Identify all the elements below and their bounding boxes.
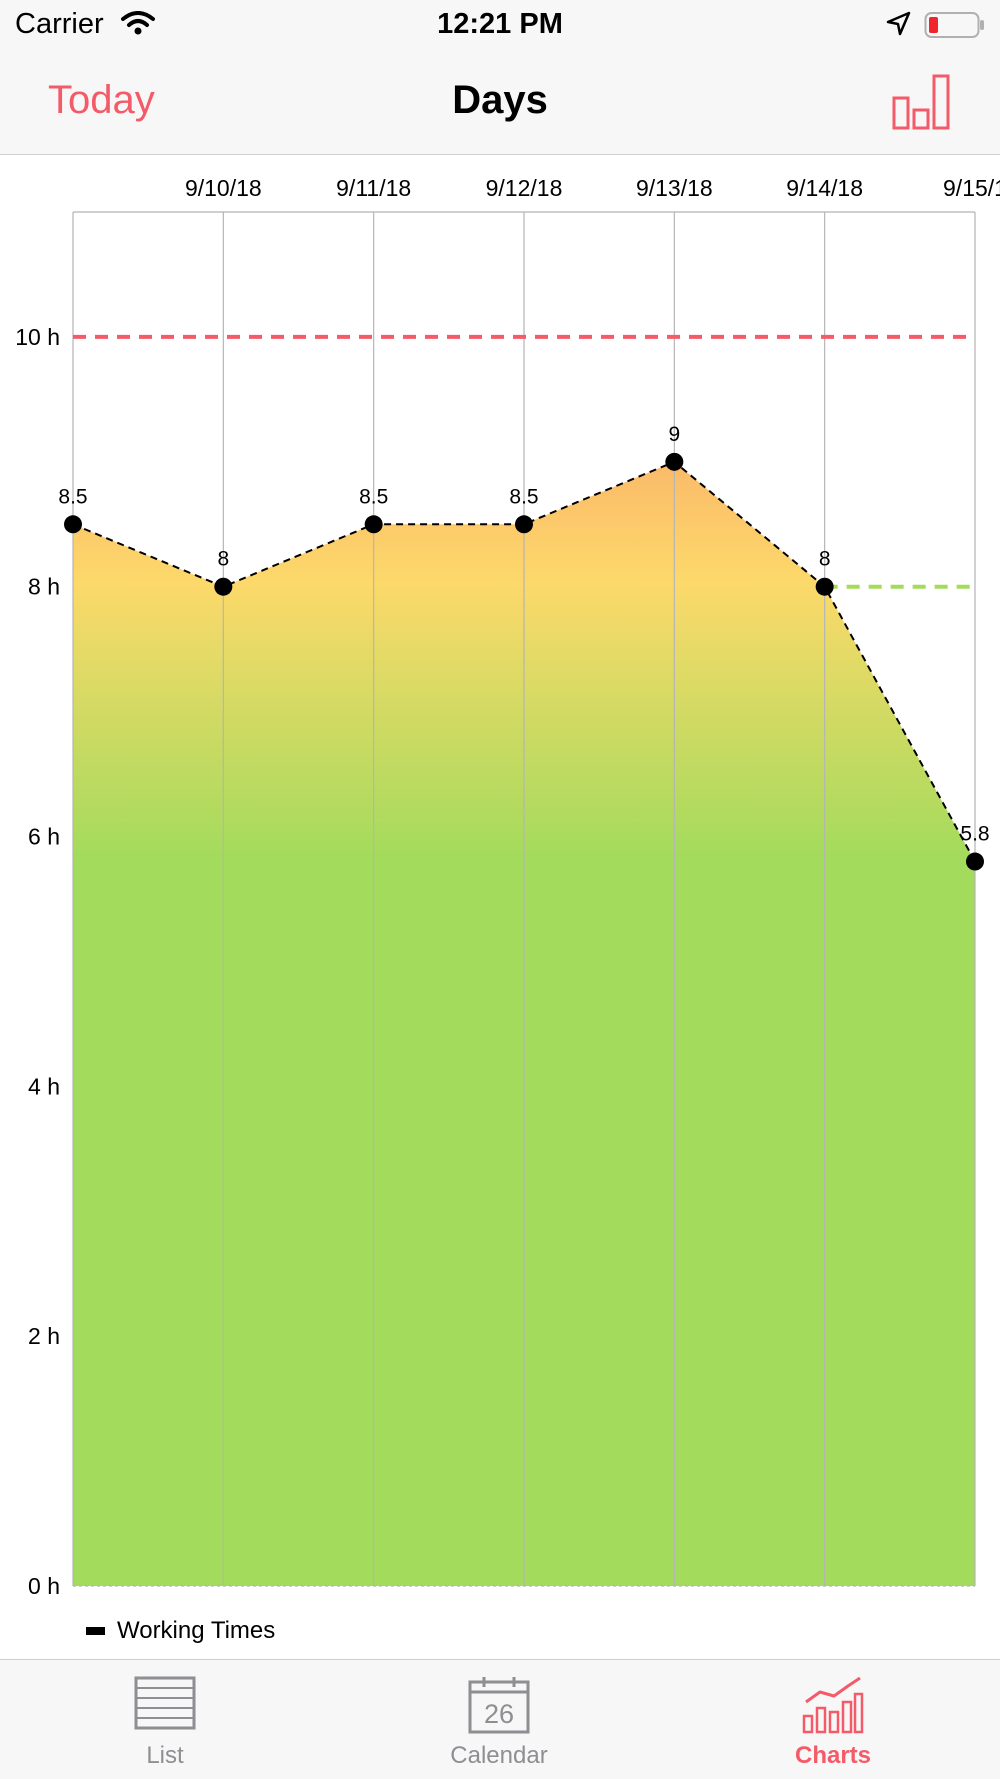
navigation-bar: Today Days: [0, 52, 1000, 155]
x-tick-label: 9/11/18: [336, 175, 411, 201]
data-value-label: 8: [217, 548, 229, 571]
tab-list[interactable]: List: [75, 1660, 255, 1779]
working-times-chart: 0 h 2 h 4 h 6 h 8 h 10 h 9/10/18 9/11/18 9/12/18…: [0, 155, 1000, 1658]
data-value-label: 8.5: [359, 485, 388, 508]
y-tick-label: 0 h: [28, 1573, 60, 1599]
y-tick-label: 4 h: [28, 1073, 60, 1099]
x-tick-label: 9/15/1: [943, 175, 1000, 201]
tab-charts-label: Charts: [794, 1742, 872, 1769]
legend-label: Working Times: [117, 1617, 276, 1644]
y-tick-label: 10 h: [15, 324, 60, 350]
carrier-label: Carrier: [15, 8, 104, 40]
data-point: [966, 852, 984, 871]
list-icon: [134, 1676, 196, 1730]
status-bar: Carrier 12:21 PM: [0, 0, 1000, 52]
tab-calendar[interactable]: 26 Calendar: [409, 1660, 589, 1779]
data-value-label: 8.5: [509, 485, 538, 508]
calendar-icon-day: 26: [484, 1699, 514, 1729]
data-value-label: 5.8: [960, 823, 989, 846]
data-point: [364, 515, 383, 534]
data-point: [515, 515, 533, 534]
location-arrow-icon: [886, 11, 911, 36]
data-point: [64, 515, 82, 534]
tab-list-label: List: [146, 1742, 184, 1769]
legend-swatch: [86, 1627, 105, 1635]
page-title: Days: [452, 78, 548, 122]
data-value-label: 8.5: [58, 485, 87, 508]
data-value-label: 8: [819, 548, 831, 571]
data-point: [665, 452, 684, 471]
data-point: [815, 577, 834, 596]
tab-bar: List 26 Calendar Charts: [0, 1659, 1000, 1779]
x-tick-label: 9/10/18: [185, 175, 262, 201]
x-tick-label: 9/12/18: [486, 175, 563, 201]
x-tick-label: 9/13/18: [636, 175, 713, 201]
battery-icon: [924, 12, 984, 38]
y-tick-label: 6 h: [28, 824, 60, 850]
calendar-icon: 26: [468, 1677, 530, 1734]
wifi-icon: [121, 11, 155, 35]
charts-icon: [802, 1676, 864, 1734]
today-button[interactable]: Today: [48, 78, 155, 122]
x-tick-label: 9/14/18: [786, 175, 863, 201]
chart-type-button[interactable]: [890, 72, 952, 132]
tab-charts[interactable]: Charts: [743, 1660, 923, 1779]
y-tick-label: 2 h: [28, 1323, 60, 1349]
data-point: [214, 577, 233, 596]
data-value-label: 9: [668, 423, 680, 446]
bar-chart-icon: [892, 74, 950, 130]
tab-calendar-label: Calendar: [450, 1742, 548, 1769]
clock: 12:21 PM: [437, 8, 563, 40]
chart-svg: 0 h 2 h 4 h 6 h 8 h 10 h 9/10/18 9/11/18 9/12/18…: [15, 175, 1000, 1599]
y-tick-label: 8 h: [28, 574, 60, 600]
